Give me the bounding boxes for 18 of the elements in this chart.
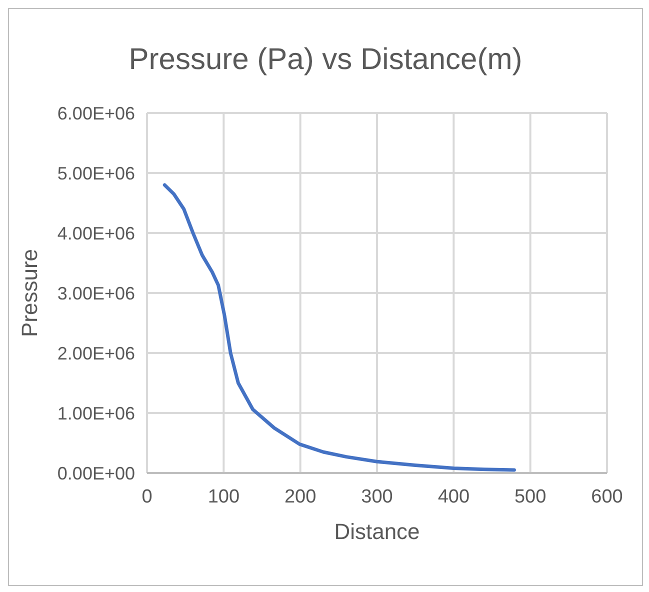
y-tick-label: 5.00E+06 [57, 163, 135, 184]
y-axis-title: Pressure [16, 248, 42, 338]
x-tick-label: 200 [284, 486, 316, 508]
x-tick-label: 500 [514, 486, 546, 508]
y-tick-label: 0.00E+00 [57, 463, 135, 484]
y-tick-label: 2.00E+06 [57, 343, 135, 364]
x-tick-label: 100 [208, 486, 240, 508]
x-tick-label: 300 [361, 486, 393, 508]
chart-title: Pressure (Pa) vs Distance(m) [128, 42, 524, 78]
x-axis-title: Distance [334, 519, 420, 544]
x-tick-label: 400 [438, 486, 470, 508]
line-series [162, 183, 516, 472]
y-tick-label: 4.00E+06 [57, 223, 135, 244]
y-tick-label: 3.00E+06 [57, 283, 135, 304]
y-tick-label: 1.00E+06 [57, 403, 135, 424]
x-tick-label: 600 [591, 486, 623, 508]
y-tick-label: 6.00E+06 [57, 103, 135, 124]
x-tick-label: 0 [142, 486, 152, 508]
